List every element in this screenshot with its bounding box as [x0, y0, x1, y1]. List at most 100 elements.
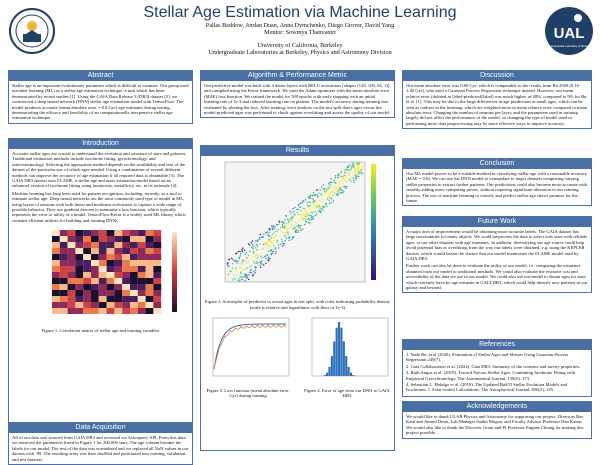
discussion-heading: Discussion: [402, 70, 592, 81]
heatmap-cell: [114, 254, 123, 261]
scatter-point: [333, 181, 336, 184]
heatmap-cell: [130, 272, 138, 279]
scatter-point: [254, 252, 256, 255]
scatter-point: [281, 245, 284, 247]
authors: Pallas Beddow, Jordan Duan, Anna Dymchen…: [205, 22, 395, 29]
scatter-point: [272, 227, 274, 229]
scatter-point: [330, 198, 333, 200]
scatter-point: [349, 169, 351, 171]
heatmap-cell: [83, 290, 91, 297]
heatmap-cell: [83, 308, 91, 315]
scatter-point: [340, 175, 342, 177]
heatmap-cell: [98, 230, 107, 237]
scatter-point: [260, 255, 262, 258]
heatmap-cell: [145, 260, 154, 267]
scatter-point: [316, 204, 318, 206]
scatter-point: [254, 266, 256, 268]
heatmap-cell: [75, 272, 84, 279]
scatter-point: [321, 186, 323, 188]
scatter-point: [229, 270, 231, 272]
berkeley-seal-logo: [9, 8, 55, 54]
scatter-point: [252, 247, 254, 249]
heatmap-cell: [122, 248, 130, 255]
scatter-point: [321, 197, 323, 199]
heatmap-cell: [83, 230, 91, 237]
scatter-point: [248, 274, 250, 276]
scatter-point: [270, 252, 272, 255]
scatter-point: [300, 229, 302, 232]
scatter-point: [245, 257, 247, 259]
scatter-point: [262, 257, 264, 259]
intro-paragraph-1: Accurate stellar ages are crucial to und…: [12, 151, 187, 189]
scatter-point: [272, 250, 274, 252]
conclusion-body: Our ML model proves to be a suitable met…: [402, 169, 592, 207]
scatter-point: [284, 219, 286, 221]
heatmap-cell: [52, 260, 60, 267]
scatter-point: [235, 267, 237, 269]
scatter-point: [305, 211, 308, 214]
heatmap-cell: [130, 308, 138, 315]
scatter-point: [336, 186, 338, 188]
heatmap-cell: [153, 284, 162, 291]
scatter-point: [239, 265, 241, 268]
scatter-point: [361, 167, 363, 169]
scatter-point: [267, 239, 270, 241]
scatter-colorbar: [371, 164, 376, 280]
scatter-point: [250, 265, 253, 267]
scatter-point: [240, 252, 242, 255]
heatmap-cell: [114, 248, 123, 255]
scatter-point: [320, 201, 322, 204]
heatmap-cell: [106, 230, 115, 237]
scatter-point: [285, 222, 287, 225]
heatmap-cell: [98, 296, 107, 303]
scatter-point: [268, 258, 270, 261]
ulab-logo-text: UAL: [554, 25, 585, 42]
scatter-point: [312, 218, 314, 220]
scatter-point: [274, 248, 277, 250]
scatter-point: [354, 173, 356, 175]
scatter-point: [317, 205, 319, 207]
heatmap-cell: [130, 242, 138, 249]
scatter-point: [337, 187, 339, 189]
scatter-point: [282, 232, 284, 234]
scatter-point: [233, 260, 235, 262]
scatter-point: [258, 238, 261, 240]
scatter-point: [272, 225, 275, 227]
scatter-point: [356, 162, 358, 164]
scatter-point: [304, 208, 306, 210]
heatmap-cell: [98, 290, 107, 297]
scatter-point: [310, 217, 312, 219]
scatter-point: [340, 192, 342, 194]
scatter-point: [326, 198, 329, 200]
scatter-point: [251, 243, 254, 246]
scatter-point: [281, 225, 284, 228]
scatter-point: [259, 233, 261, 236]
scatter-point: [304, 210, 306, 212]
heatmap-cell: [122, 260, 130, 267]
scatter-point: [357, 170, 359, 172]
acknowledgements-heading: Acknowledgements: [402, 401, 592, 412]
scatter-point: [315, 189, 318, 192]
heatmap-cell: [153, 248, 162, 255]
heatmap-cell: [52, 302, 60, 309]
scatter-point: [312, 202, 314, 204]
heatmap-cell: [75, 302, 84, 309]
scatter-point: [344, 179, 346, 181]
heatmap-cell: [130, 254, 138, 261]
scatter-point: [283, 244, 285, 246]
scatter-point: [250, 242, 252, 244]
heatmap-cell: [52, 248, 60, 255]
scatter-point: [243, 273, 246, 275]
scatter-point: [342, 191, 344, 194]
scatter-point: [278, 244, 280, 246]
scatter-point: [309, 196, 311, 198]
figure-4: Figure 4. Error of age from our DNN to G…: [302, 314, 392, 398]
scatter-point: [269, 257, 271, 260]
scatter-point: [311, 218, 313, 221]
scatter-point: [315, 213, 318, 215]
scatter-point: [239, 250, 241, 253]
scatter-point: [267, 235, 270, 237]
scatter-point: [328, 183, 330, 185]
scatter-point: [234, 253, 237, 255]
scatter-point: [261, 236, 263, 238]
